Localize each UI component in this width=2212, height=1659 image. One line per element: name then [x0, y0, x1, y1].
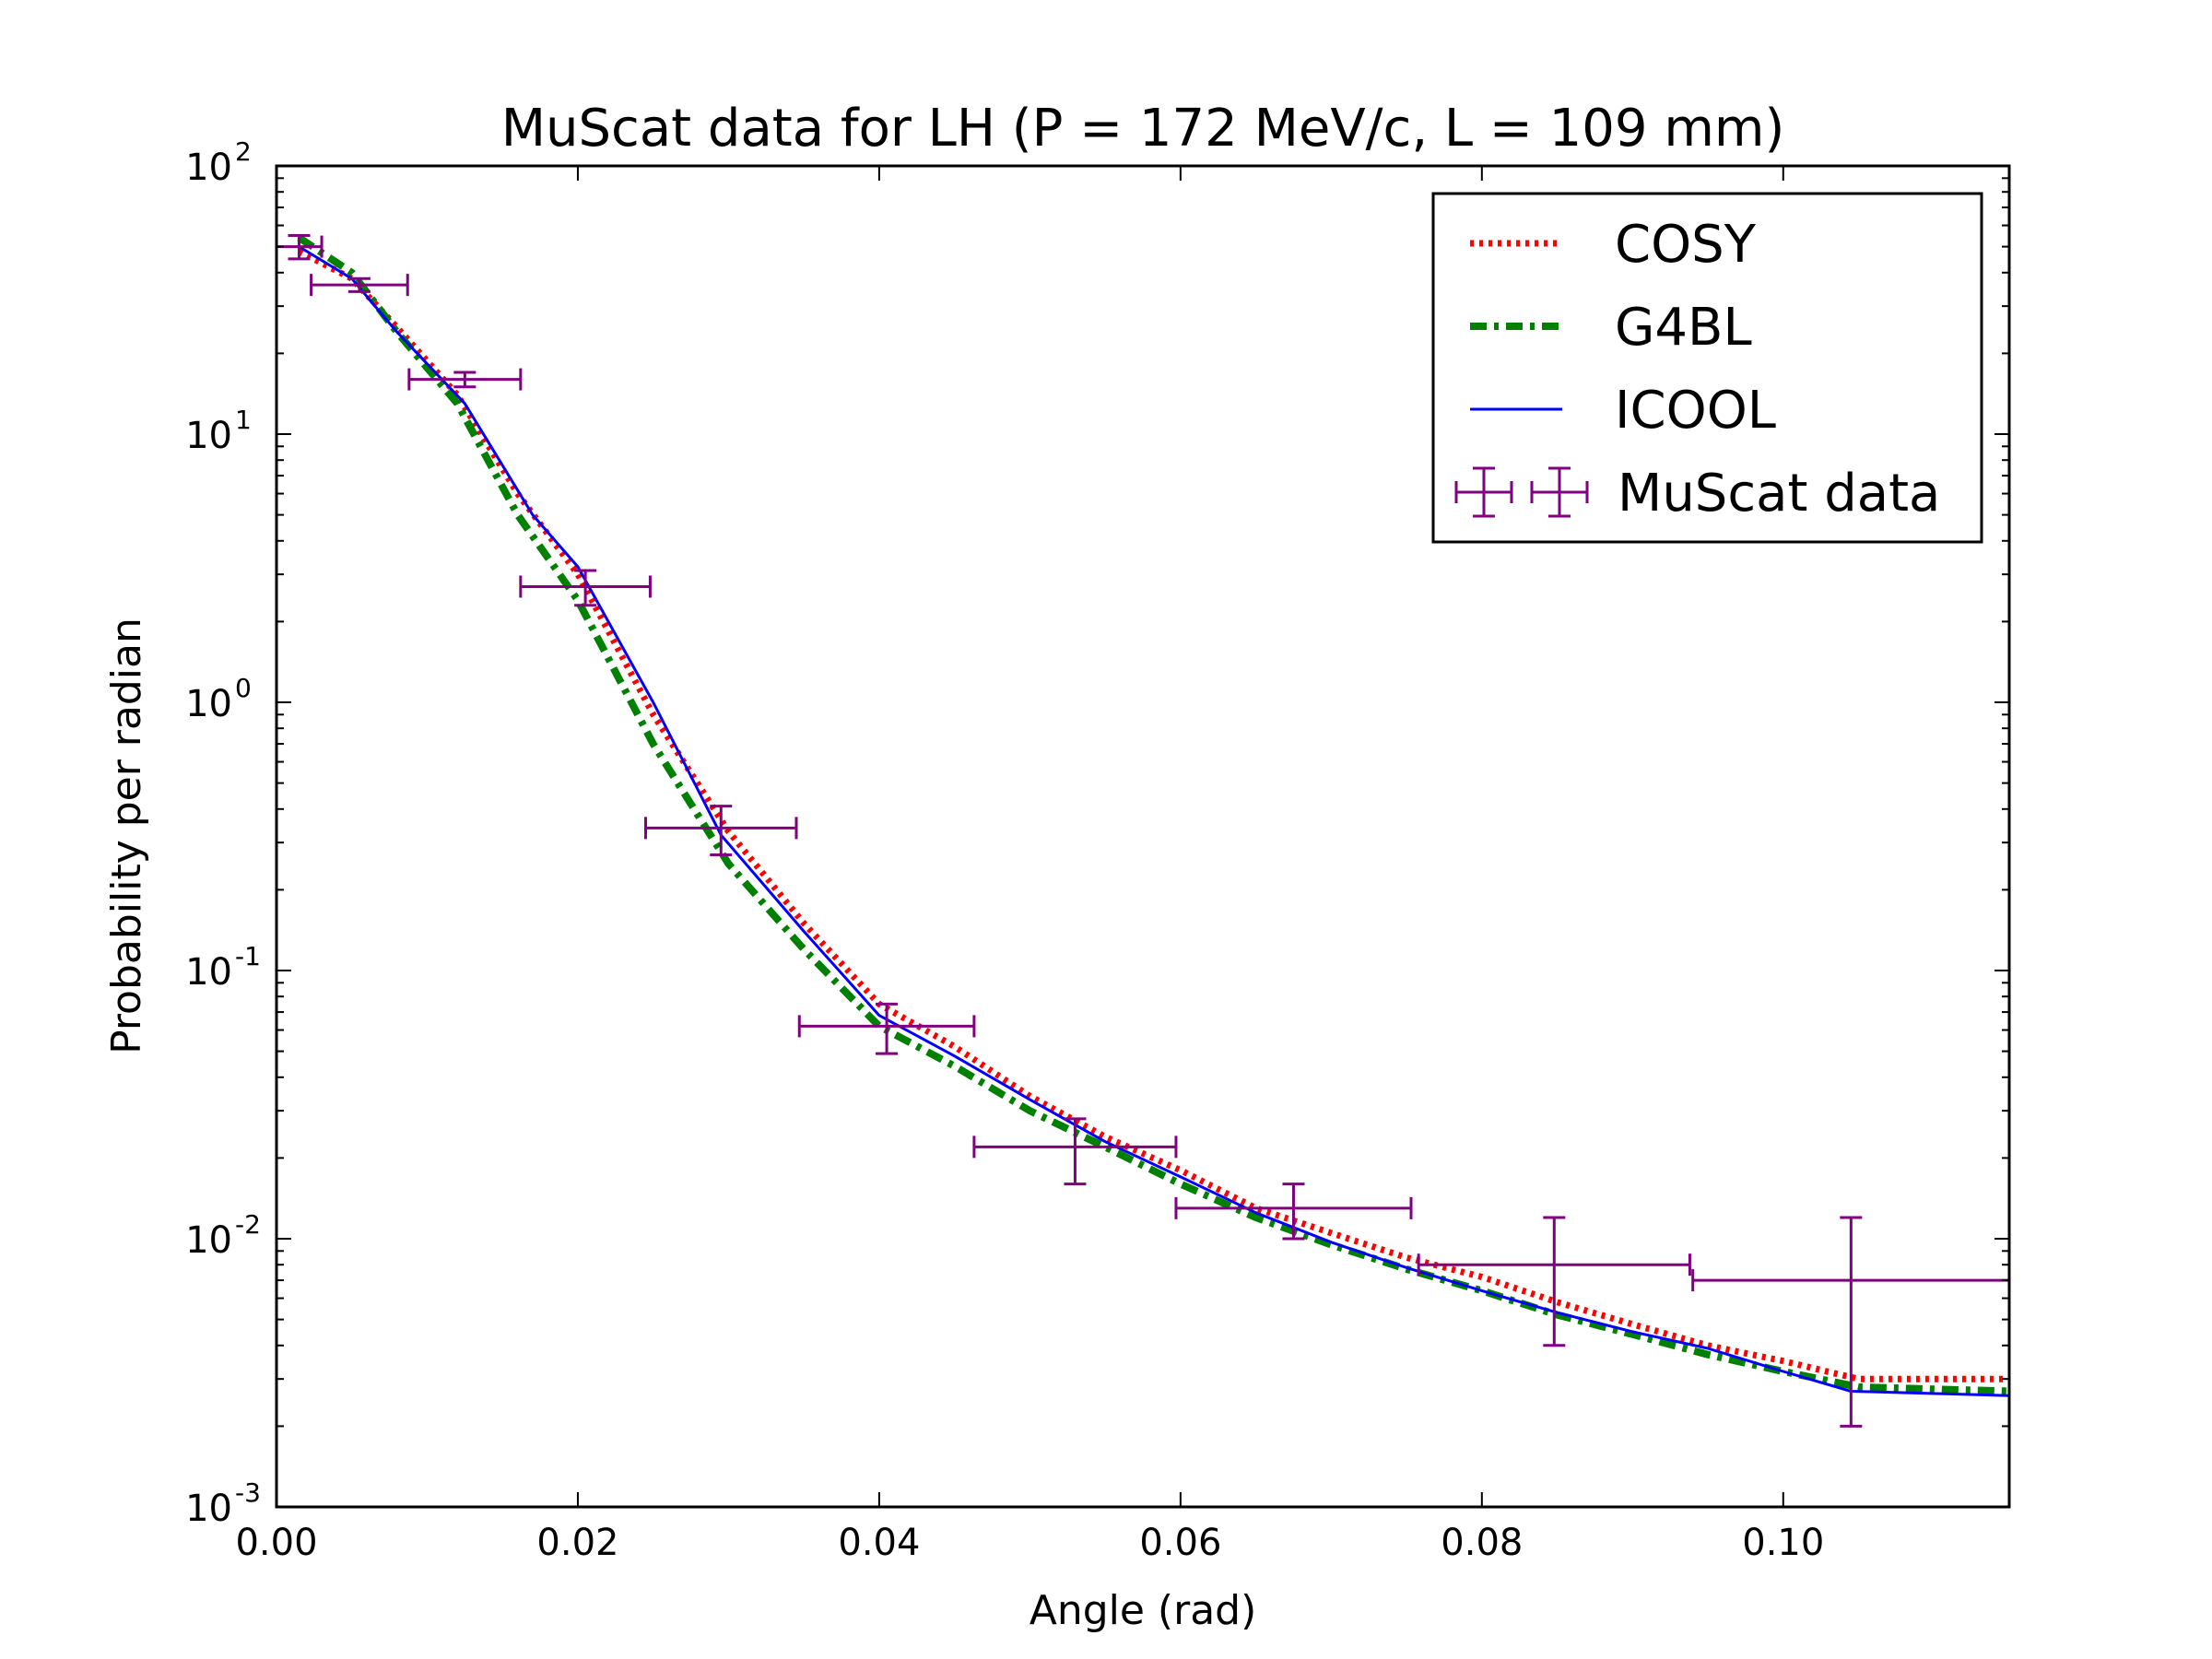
plot-area — [275, 164, 2011, 1509]
series-line-icool — [298, 245, 2009, 1397]
data-point — [1691, 1216, 2009, 1428]
y-tick-label: 10 — [185, 683, 232, 725]
x-tick-label: 0.00 — [235, 1522, 317, 1564]
y-axis-label: Probability per radian — [103, 618, 150, 1054]
data-point — [407, 368, 523, 391]
y-tick-label: 10 — [185, 1488, 232, 1530]
x-tick-label: 0.02 — [536, 1522, 618, 1564]
x-tick-label: 0.06 — [1139, 1522, 1221, 1564]
series-layer — [297, 234, 2009, 1397]
data-point — [310, 274, 409, 297]
y-tick-label: 10 — [185, 147, 232, 189]
y-tick-exponent: -3 — [235, 1477, 261, 1508]
y-tick-exponent: -2 — [235, 1209, 261, 1240]
x-tick-label: 0.04 — [838, 1522, 920, 1564]
legend-label: COSY — [1615, 215, 1757, 275]
data-point — [797, 1002, 976, 1055]
data-point — [1174, 1182, 1413, 1241]
y-tick-exponent: 0 — [235, 673, 252, 703]
data-point — [519, 569, 652, 607]
data-point — [972, 1117, 1178, 1186]
y-tick-exponent: -1 — [235, 941, 261, 971]
data-point — [276, 234, 324, 261]
chart-title: MuScat data for LH (P = 172 MeV/c, L = 1… — [501, 99, 1785, 159]
legend-label: ICOOL — [1615, 381, 1776, 441]
y-tick-label: 10 — [185, 951, 232, 994]
data-point — [1417, 1216, 1691, 1347]
y-tick-label: 10 — [185, 1219, 232, 1262]
legend-box — [1431, 192, 1983, 544]
y-tick-exponent: 2 — [235, 136, 252, 167]
x-tick-label: 0.08 — [1441, 1522, 1523, 1564]
y-tick-label: 10 — [185, 415, 232, 457]
plot-frame — [275, 164, 2011, 1509]
x-axis-label: Angle (rad) — [1030, 1587, 1257, 1634]
legend-swatch-muscat-data — [1454, 466, 1589, 518]
legend-label: G4BL — [1615, 298, 1752, 358]
x-tick-label: 0.10 — [1742, 1522, 1824, 1564]
legend-label: MuScat data — [1618, 464, 1940, 524]
legend: COSY G4BL ICOOL MuScat data — [1431, 192, 1983, 544]
data-point — [644, 805, 798, 856]
y-tick-exponent: 1 — [235, 405, 252, 435]
errorbar-layer — [276, 234, 2009, 1428]
series-line-g4bl — [297, 234, 2009, 1395]
x-axis: 0.00 0.02 0.04 0.06 0.08 0.10 — [235, 166, 1824, 1564]
